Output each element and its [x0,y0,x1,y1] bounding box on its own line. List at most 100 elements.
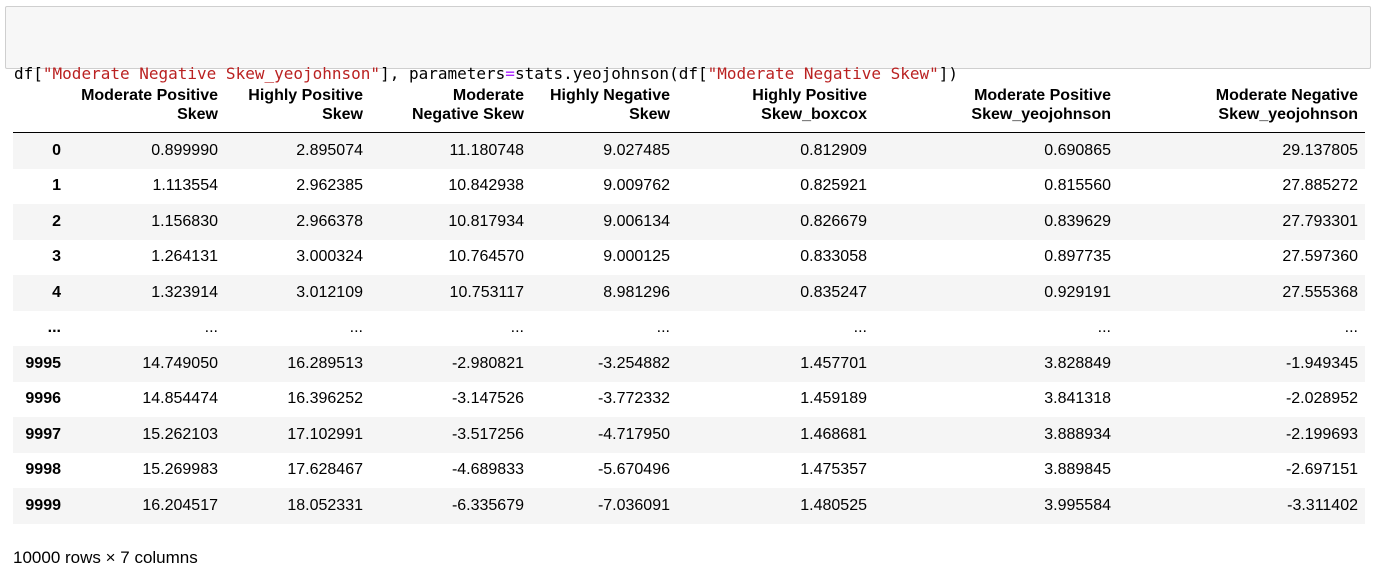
table-cell: -3.147526 [451,390,524,408]
table-cell: 10.842938 [448,177,524,195]
table-cell: 10.817934 [448,212,524,230]
table-cell: ... [1097,319,1111,337]
table-cell: 3.841318 [1044,390,1111,408]
table-cell: 9.000125 [603,248,670,266]
table-cell: 1.264131 [151,248,218,266]
column-header: Highly Positive Skew_boxcox [677,80,874,133]
code-token: stats.yeojohnson(df[ [514,64,708,83]
table-row: ........................ [13,310,1365,346]
table-cell: 1.480525 [800,496,867,514]
column-header-line: Moderate Positive [81,87,218,104]
table-cell: -2.697151 [1285,461,1358,479]
table-cell: -3.254882 [597,354,670,372]
column-header-line: Moderate Negative [1215,87,1358,104]
table-cell: 2.895074 [296,141,363,159]
code-token: ]) [938,64,959,83]
table-cell: 0.825921 [800,177,867,195]
row-index: ... [47,319,61,337]
table-cell: ... [204,319,218,337]
table-row: 1 1.113554 2.962385 10.842938 9.009762 0.8259… [13,168,1365,204]
table-cell: 2.962385 [296,177,363,195]
table-cell: 16.396252 [287,390,363,408]
table-row: 9997 15.262103 17.102991 -3.517256 -4.717950… [13,417,1365,453]
table-cell: 11.180748 [449,141,524,159]
row-index: 4 [52,283,61,301]
table-cell: 3.828849 [1044,354,1111,372]
code-cell[interactable]: df["Moderate Negative Skew_yeojohnson"],… [5,6,1371,152]
code-token: ], parameters [380,64,506,83]
table-cell: 1.459189 [800,390,867,408]
table-row: 4 1.323914 3.012109 10.753117 8.981296 0.8352… [13,275,1365,311]
table-cell: 16.289513 [287,354,363,372]
table-cell: -7.036091 [597,496,670,514]
table-cell: 0.833058 [800,248,867,266]
table-cell: 18.052331 [287,496,363,514]
table-cell: 1.113554 [152,177,218,195]
table-cell: -4.689833 [451,461,524,479]
column-header: Moderate Positive Skew_yeojohnson [874,80,1118,133]
table-cell: 29.137805 [1282,141,1358,159]
table-row: 9998 15.269983 17.628467 -4.689833 -5.670496… [13,452,1365,488]
table-cell: 14.854474 [142,390,218,408]
row-index: 9998 [25,461,61,479]
row-index: 9997 [25,425,61,443]
column-header-line: Highly Positive [752,87,867,104]
table-cell: 16.204517 [142,496,218,514]
column-header: Highly Negative Skew [531,80,677,133]
table-cell: 27.597360 [1282,248,1358,266]
table-cell: 17.102991 [287,425,363,443]
column-header: Moderate Positive Skew [74,80,225,133]
output-area: Moderate Positive Skew Highly Positive Skew… [13,80,1365,524]
table-cell: 1.475357 [800,461,867,479]
table-cell: 3.012109 [296,283,363,301]
table-body: 0 0.899990 2.895074 11.180748 9.027485 0.8129… [13,132,1365,524]
table-cell: 1.468681 [800,425,867,443]
table-cell: 9.009762 [603,177,670,195]
column-header-line: Skew [322,106,363,123]
code-token: df[ [14,64,43,83]
index-header [13,80,74,133]
table-cell: 3.000324 [296,248,363,266]
table-row: 9995 14.749050 16.289513 -2.980821 -3.254882… [13,346,1365,382]
table-cell: 10.764570 [448,248,524,266]
table-cell: 0.897735 [1044,248,1111,266]
table-cell: 3.888934 [1044,425,1111,443]
row-index: 9996 [25,390,61,408]
column-header-line: Highly Negative [549,87,670,104]
table-cell: -3.772332 [597,390,670,408]
table-cell: 0.815560 [1044,177,1111,195]
table-cell: 2.966378 [296,212,363,230]
column-header-line: Skew_yeojohnson [1218,106,1358,123]
table-cell: 27.793301 [1282,212,1358,230]
row-index: 2 [52,212,61,230]
table-cell: -3.311402 [1287,496,1358,514]
table-cell: ... [349,319,363,337]
table-cell: 27.555368 [1282,283,1358,301]
dataframe-shape: 10000 rows × 7 columns [13,548,198,567]
table-cell: 15.262103 [142,425,218,443]
table-cell: 0.929191 [1044,283,1111,301]
table-cell: 14.749050 [142,354,218,372]
table-cell: 0.812909 [800,141,867,159]
table-cell: 10.753117 [449,283,524,301]
table-cell: ... [853,319,867,337]
table-row: 9999 16.204517 18.052331 -6.335679 -7.036091… [13,488,1365,524]
table-cell: 0.839629 [1044,212,1111,230]
table-cell: 3.889845 [1044,461,1111,479]
table-cell: 0.899990 [151,141,218,159]
column-header: Highly Positive Skew [225,80,370,133]
table-cell: 3.995584 [1044,496,1111,514]
table-cell: 9.006134 [603,212,670,230]
column-header: Moderate Negative Skew_yeojohnson [1118,80,1365,133]
table-cell: -2.199693 [1285,425,1358,443]
row-index: 3 [52,248,61,266]
table-cell: 8.981296 [603,283,670,301]
column-header-line: Moderate [452,87,524,104]
table-cell: 1.457701 [800,354,867,372]
dataframe-table: Moderate Positive Skew Highly Positive Skew… [13,80,1365,524]
code-line-1: df["Moderate Negative Skew_yeojohnson"],… [14,62,1370,85]
row-index: 9999 [25,496,61,514]
table-row: 3 1.264131 3.000324 10.764570 9.000125 0.8330… [13,239,1365,275]
table-cell: -6.335679 [451,496,524,514]
table-cell: 1.323914 [151,283,218,301]
